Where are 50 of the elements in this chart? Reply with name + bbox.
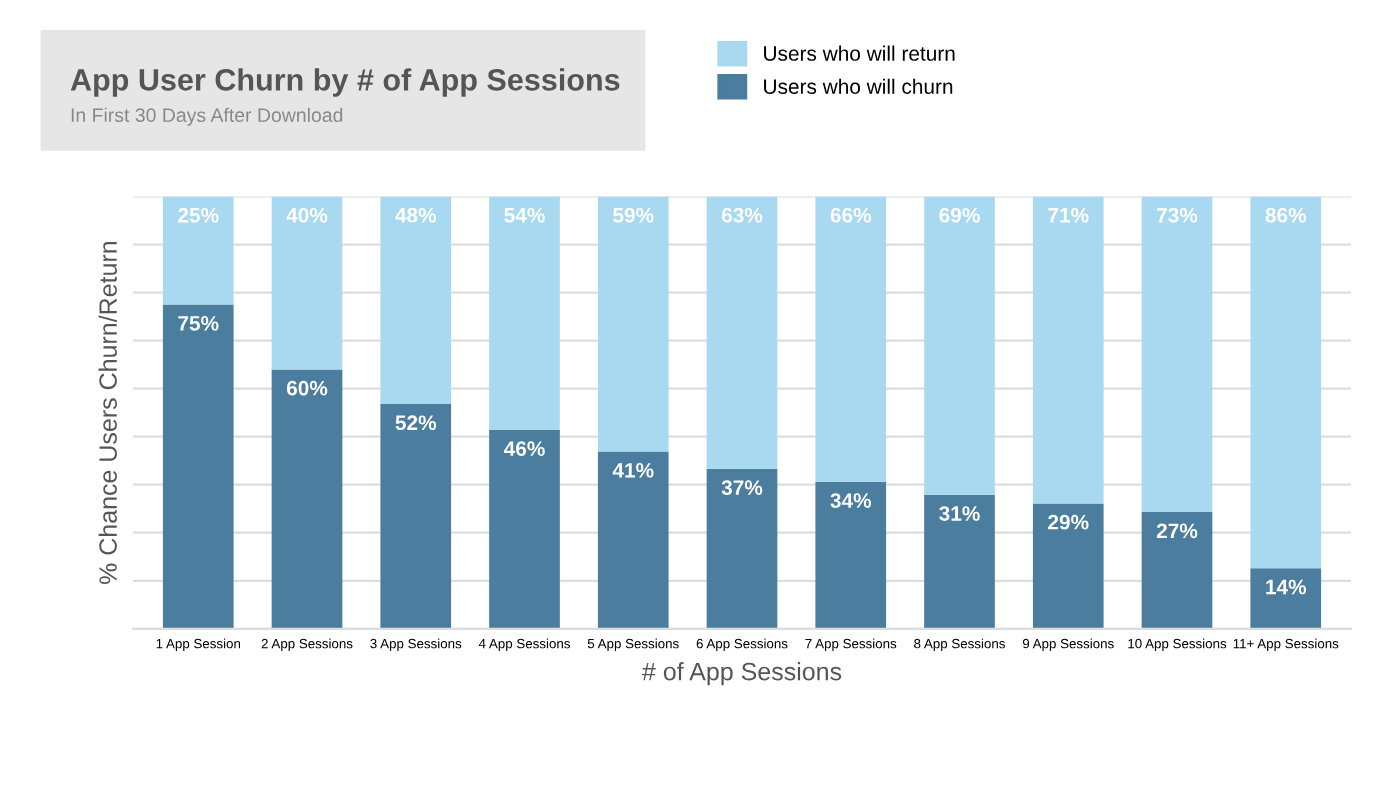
- chart-title: App User Churn by # of App Sessions: [70, 68, 620, 97]
- bar: [1250, 196, 1322, 569]
- data-label: 66%: [830, 207, 872, 223]
- data-label: 34%: [830, 493, 872, 508]
- data-label: 54%: [504, 207, 545, 223]
- data-label: 25%: [178, 207, 219, 223]
- bar: [1141, 512, 1213, 629]
- data-label: 27%: [1156, 523, 1198, 539]
- chart-subtitle: In First 30 Days After Download: [71, 107, 343, 126]
- data-label: 60%: [286, 380, 328, 396]
- bar: [815, 196, 887, 482]
- data-label: 52%: [395, 415, 437, 431]
- data-label: 41%: [612, 462, 654, 478]
- bar: [1032, 503, 1104, 629]
- bar: [162, 196, 234, 305]
- data-label: 69%: [939, 207, 980, 223]
- bar: [597, 451, 669, 629]
- data-label: 31%: [939, 506, 980, 521]
- bar: [162, 304, 234, 629]
- data-label: 75%: [178, 315, 219, 331]
- bar: [924, 494, 995, 629]
- legend-label: Users who will return: [764, 45, 955, 61]
- bar: [380, 196, 452, 404]
- bar: [380, 404, 452, 629]
- data-label: 71%: [1048, 207, 1089, 223]
- data-label: 46%: [503, 441, 545, 457]
- bar: [706, 196, 778, 469]
- data-label: 86%: [1265, 207, 1307, 223]
- x-axis-title: # of App Sessions: [642, 662, 842, 686]
- y-axis-title: % Chance Users Churn/Return: [98, 241, 117, 585]
- bar: [271, 369, 343, 629]
- bar: [1250, 568, 1322, 629]
- bar: [1032, 196, 1104, 504]
- data-label: 73%: [1157, 207, 1198, 223]
- data-label: 63%: [721, 207, 763, 223]
- data-label: 14%: [1266, 579, 1307, 595]
- bar: [489, 429, 560, 629]
- bar: [597, 196, 669, 452]
- bar: [924, 196, 995, 495]
- bar: [815, 481, 887, 629]
- bar: [1141, 196, 1213, 513]
- data-label: 48%: [395, 207, 437, 223]
- bar: [706, 468, 778, 629]
- bar: [271, 196, 343, 370]
- data-label: 29%: [1048, 514, 1089, 530]
- data-label: 37%: [721, 480, 763, 495]
- legend-label: Users who will churn: [764, 78, 953, 94]
- data-label: 40%: [286, 207, 328, 223]
- data-label: 59%: [613, 207, 654, 223]
- bar: [489, 196, 560, 430]
